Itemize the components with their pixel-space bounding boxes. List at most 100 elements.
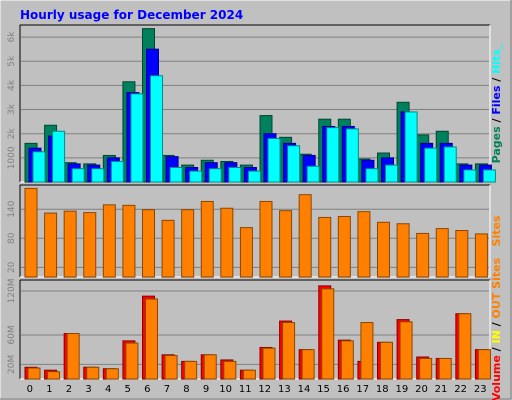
volume-panel-bar-out-21 (438, 357, 452, 380)
hits-panel-bar-hits-13 (287, 145, 301, 183)
sites-panel-bar-sites-10 (220, 207, 234, 278)
hits-panel-ytick-label: 5k (7, 55, 17, 67)
volume-panel-side-label-part-3: / (490, 318, 503, 330)
sites-panel-bar-sites-11 (239, 227, 253, 278)
sites-panel-plot-area (19, 184, 491, 278)
hits-panel-bar-hits-6 (150, 75, 163, 183)
volume-panel-bar-out-10 (223, 360, 237, 380)
volume-panel-side-label-part-1: / (490, 343, 503, 355)
sites-panel-bar-sites-9 (200, 200, 214, 278)
hits-panel-side-label: Pages / Files / Hits_ (490, 43, 503, 163)
x-tick-label-21: 21 (435, 384, 448, 395)
hits-panel-bar-hits-22 (463, 169, 477, 183)
x-tick-label-18: 18 (376, 384, 389, 395)
hits-panel: 1000 2k 3k 4k 5k 6k Pages / Files / Hits_ (7, 24, 503, 183)
hits-panel-side-label-part-0: Pages (490, 126, 503, 164)
hits-panel-bar-hits-9 (208, 168, 222, 183)
sites-panel-ytick-label: 140 (7, 200, 17, 217)
hits-panel-bar-hits-12 (267, 138, 281, 183)
x-tick-label-6: 6 (144, 384, 150, 395)
volume-panel-bar-out-11 (242, 369, 256, 380)
hits-panel-bar-hits-10 (228, 167, 242, 183)
hits-panel-bar-hits-19 (404, 111, 418, 183)
hits-panel-ytick-label: 1000 (7, 146, 17, 169)
sites-panel-bar-sites-7 (161, 219, 175, 278)
x-tick-label-5: 5 (125, 384, 131, 395)
volume-panel-side-label-part-0: Volume (490, 355, 503, 400)
x-tick-label-14: 14 (298, 384, 311, 395)
hits-panel-side-label-part-2: Files (490, 85, 503, 115)
x-axis-hour-labels: 0 1 2 3 4 5 6 7 8 9 10 11 12 13 14 15 16 17 18 19 20 21 22 23 (27, 384, 487, 395)
volume-panel-bar-out-9 (203, 354, 217, 380)
sites-panel-side-label-part-0: Sites (490, 215, 503, 246)
hits-panel-side-label-part-4: Hits_ (490, 43, 503, 74)
volume-panel-side-label-part-2: IN (490, 330, 503, 343)
sites-panel-bar-sites-4 (102, 204, 116, 278)
sites-panel-bar-sites-16 (337, 215, 351, 278)
volume-panel-bar-out-12 (262, 347, 276, 380)
volume-panel-bar-out-13 (282, 322, 296, 380)
hits-panel-bar-hits-21 (443, 146, 457, 183)
hits-panel-ytick-label: 4k (7, 79, 17, 91)
hits-panel-side-label-part-1: / (490, 115, 503, 127)
volume-panel-bar-out-3 (86, 366, 100, 380)
volume-panel-side-label: Volume / IN / OUT Sites (490, 257, 503, 400)
hits-panel-bar-hits-3 (91, 168, 105, 183)
hits-panel-bar-hits-5 (130, 93, 144, 183)
volume-panel-bar-out-19 (399, 321, 413, 380)
volume-panel-ytick-label: 20M (7, 355, 17, 374)
sites-panel-bar-sites-21 (435, 228, 449, 278)
volume-panel-bar-out-15 (321, 288, 335, 380)
volume-panel-bar-out-8 (184, 360, 198, 380)
volume-panel-bar-out-16 (340, 340, 354, 380)
volume-panel-bar-out-17 (360, 322, 374, 380)
volume-panel-ytick-label: 60M (7, 325, 17, 344)
x-tick-label-23: 23 (474, 384, 487, 395)
hits-panel-bar-hits-16 (345, 128, 359, 183)
volume-panel-bar-out-23 (477, 349, 491, 380)
volume-panel-bar-out-20 (419, 357, 433, 380)
x-tick-label-9: 9 (203, 384, 209, 395)
x-tick-label-17: 17 (356, 384, 369, 395)
volume-panel-bar-out-6 (145, 298, 158, 380)
sites-panel-ytick-label: 20 (7, 261, 17, 273)
volume-panel-side-label-part-6: Sites (490, 257, 503, 288)
hits-panel-ytick-label: 2k (7, 127, 17, 139)
x-tick-label-8: 8 (183, 384, 189, 395)
x-tick-label-16: 16 (337, 384, 350, 395)
volume-panel-bar-out-5 (125, 342, 139, 380)
hits-panel-bar-hits-14 (306, 165, 320, 183)
hits-panel-bar-hits-15 (326, 127, 340, 183)
sites-panel-bar-sites-23 (474, 233, 488, 278)
sites-panel-bar-sites-22 (455, 230, 469, 278)
x-tick-label-2: 2 (66, 384, 72, 395)
x-tick-label-19: 19 (396, 384, 409, 395)
x-tick-label-15: 15 (317, 384, 330, 395)
x-tick-label-22: 22 (454, 384, 467, 395)
hits-panel-bar-hits-1 (52, 130, 66, 183)
volume-panel-ytick-label: 120M (7, 279, 17, 304)
volume-panel-bar-out-14 (301, 349, 315, 380)
sites-panel-bar-sites-0 (24, 187, 38, 278)
sites-panel-bar-sites-14 (298, 194, 312, 278)
x-tick-label-1: 1 (46, 384, 52, 395)
volume-panel-bar-out-0 (27, 367, 41, 380)
x-tick-label-11: 11 (239, 384, 252, 395)
sites-panel-bar-sites-8 (181, 209, 195, 278)
x-tick-label-3: 3 (85, 384, 91, 395)
x-tick-label-13: 13 (278, 384, 291, 395)
sites-panel-bar-sites-5 (122, 204, 136, 278)
hits-panel-bar-hits-4 (110, 160, 124, 183)
hits-panel-bar-hits-17 (365, 168, 379, 183)
volume-panel-side-label-part-4: OUT (490, 292, 503, 318)
hits-panel-ytick-label: 3k (7, 103, 17, 115)
sites-panel-bar-sites-6 (142, 209, 155, 278)
volume-panel-bar-out-22 (458, 313, 472, 380)
sites-panel-bar-sites-13 (279, 210, 293, 278)
hits-panel-bar-hits-11 (247, 170, 261, 183)
hits-panel-bar-hits-18 (385, 164, 398, 183)
sites-panel-bar-sites-1 (44, 212, 58, 278)
x-tick-label-10: 10 (219, 384, 232, 395)
